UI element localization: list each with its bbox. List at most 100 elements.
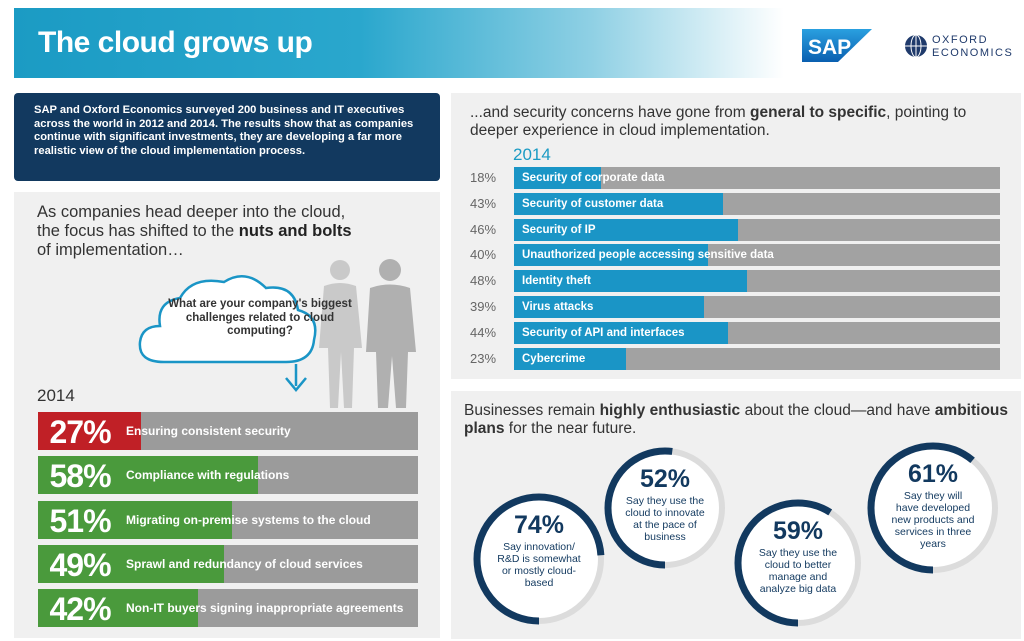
challenge-bar: 27% Ensuring consistent security xyxy=(38,412,418,450)
sap-logo-text: SAP xyxy=(808,36,851,59)
security-label: Virus attacks xyxy=(522,301,594,313)
header-banner xyxy=(14,8,784,78)
heading-text: Businesses remain xyxy=(464,402,600,419)
cloud-icon xyxy=(138,275,317,392)
donut-arc xyxy=(734,499,862,627)
challenge-percent: 27% xyxy=(49,414,111,450)
security-label: Security of customer data xyxy=(522,197,664,210)
security-row: 48% Identity theft xyxy=(470,270,1000,293)
security-row: 43% Security of customer data xyxy=(470,192,1000,215)
donut-label: Say they use the cloud to better manage … xyxy=(758,547,838,595)
globe-icon xyxy=(905,34,927,58)
challenge-bar-fill xyxy=(38,589,198,627)
security-bar: Security of API and interfaces xyxy=(514,321,1000,344)
security-bar-fill xyxy=(514,296,704,318)
security-percent: 43% xyxy=(470,195,497,211)
donut-chart xyxy=(604,447,726,569)
donut-chart xyxy=(473,493,605,625)
challenge-percent: 42% xyxy=(49,591,111,627)
security-bar-fill xyxy=(514,192,723,215)
oxford-line2: ECONOMICS xyxy=(932,47,1014,59)
security-label: Security of corporate data xyxy=(522,172,665,184)
security-bar-fill xyxy=(514,321,728,344)
donut-percent: 61% xyxy=(907,460,959,488)
security-label: Security of IP xyxy=(522,223,596,236)
heading-text-end: of implementation… xyxy=(37,241,184,259)
heading-bold: nuts and bolts xyxy=(238,222,352,240)
security-label: Cybercrime xyxy=(522,352,586,365)
donut-percent: 74% xyxy=(513,511,565,539)
security-bar: Identity theft xyxy=(514,270,1000,293)
business-people-illustration xyxy=(319,259,416,408)
security-percent: 39% xyxy=(470,299,497,314)
challenge-label: Ensuring consistent security xyxy=(126,424,291,438)
security-heading: ...and security concerns have gone from … xyxy=(470,104,1010,140)
heading-bold-2: ambitious plans xyxy=(464,402,1008,437)
challenge-bar: 49% Sprawl and redundancy of cloud servic… xyxy=(38,545,418,583)
security-label: Identity theft xyxy=(522,275,591,288)
security-bar-fill xyxy=(514,244,709,267)
security-row: 39% Virus attacks xyxy=(470,296,1000,318)
security-row: 40% Unauthorized people accessing sensiti… xyxy=(470,244,1000,267)
donut-chart xyxy=(867,442,999,574)
security-percent: 40% xyxy=(470,247,497,263)
survey-question: What are your company's biggest challeng… xyxy=(168,298,352,337)
challenge-percent: 51% xyxy=(49,503,111,539)
challenges-year: 2014 xyxy=(37,386,75,405)
challenge-bar: 51% Migrating on-premise systems to the c… xyxy=(38,501,418,539)
security-bar: Security of corporate data xyxy=(514,167,1000,189)
enthusiasm-heading: Businesses remain highly enthusiastic ab… xyxy=(464,402,1008,438)
donut-arc xyxy=(473,493,605,625)
donut-percent: 52% xyxy=(639,465,691,493)
heading-bold: general to specific xyxy=(750,104,887,121)
challenge-percent: 58% xyxy=(49,458,111,494)
donut-arc xyxy=(604,447,726,569)
security-label: Unauthorized people accessing sensitive … xyxy=(522,249,774,262)
donut-label: Say innovation/ R&D is somewhat or mostl… xyxy=(497,541,581,589)
security-bar-fill xyxy=(514,218,738,241)
security-bar: Cybercrime xyxy=(514,347,1000,370)
heading-text-end: for the near future. xyxy=(504,420,637,437)
security-percent: 46% xyxy=(470,221,497,237)
challenge-label: Sprawl and redundancy of cloud services xyxy=(126,557,363,571)
donut-label: Say they will have developed new product… xyxy=(891,490,975,550)
challenge-bar-fill xyxy=(38,412,141,450)
security-row: 44% Security of API and interfaces xyxy=(470,321,1000,344)
challenges-heading: As companies head deeper into the cloud,… xyxy=(37,203,367,260)
donut-chart xyxy=(734,499,862,627)
heading-bold: highly enthusiastic xyxy=(599,402,741,419)
challenge-bar: 42% Non-IT buyers signing inappropriate a… xyxy=(38,589,418,627)
security-bar: Security of customer data xyxy=(514,192,1000,215)
intro-text: SAP and Oxford Economics surveyed 200 bu… xyxy=(34,104,414,157)
security-percent: 18% xyxy=(470,170,497,185)
security-row: 46% Security of IP xyxy=(470,218,1000,241)
donut-label: Say they use the cloud to innovate at th… xyxy=(625,495,705,543)
security-percent: 48% xyxy=(470,273,497,289)
challenge-bar-fill xyxy=(38,501,232,539)
security-label: Security of API and interfaces xyxy=(522,326,685,339)
page-title: The cloud grows up xyxy=(38,26,313,59)
sap-logo: SAP xyxy=(802,29,872,62)
intro-box xyxy=(14,93,440,181)
security-year: 2014 xyxy=(513,145,551,164)
donut-arc xyxy=(867,442,999,574)
challenge-label: Compliance with regulations xyxy=(126,468,290,482)
security-percent: 44% xyxy=(470,324,497,340)
security-row: 18% Security of corporate data xyxy=(470,167,1000,189)
challenge-label: Migrating on-premise systems to the clou… xyxy=(126,513,371,527)
heading-text: As companies head deeper into the cloud,… xyxy=(37,203,346,240)
challenge-bar-fill xyxy=(38,545,225,583)
challenge-percent: 49% xyxy=(49,547,111,583)
heading-text-end: , pointing to deeper experience in cloud… xyxy=(470,104,967,139)
challenge-bar: 58% Compliance with regulations xyxy=(38,456,418,494)
security-bar: Unauthorized people accessing sensitive … xyxy=(514,244,1000,267)
challenge-label: Non-IT buyers signing inappropriate agre… xyxy=(126,601,404,615)
security-bar: Virus attacks xyxy=(514,296,1000,318)
oxford-line1: OXFORD xyxy=(932,34,989,46)
donut-percent: 59% xyxy=(772,517,824,545)
security-bar-fill xyxy=(514,270,748,293)
heading-text: ...and security concerns have gone from xyxy=(470,104,751,121)
security-bar-fill xyxy=(514,347,626,370)
oxford-economics-logo: OXFORD ECONOMICS xyxy=(932,34,1013,60)
security-row: 23% Cybercrime xyxy=(470,347,1000,370)
